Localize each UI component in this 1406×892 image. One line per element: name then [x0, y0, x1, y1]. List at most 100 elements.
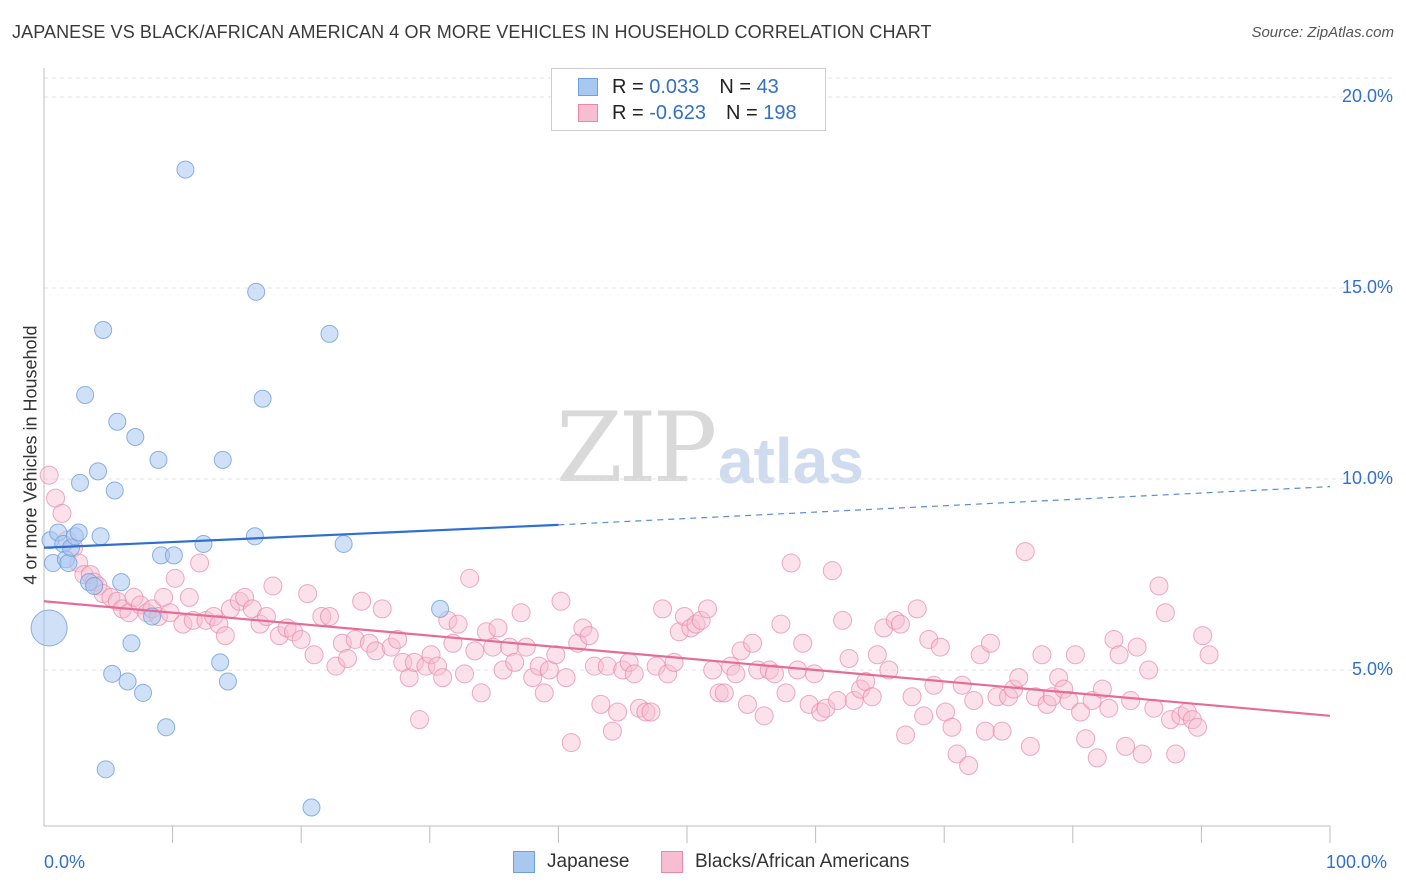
point-black	[460, 568, 480, 588]
point-black	[1116, 736, 1136, 756]
point-black	[822, 561, 842, 581]
point-black	[39, 465, 59, 485]
point-black	[844, 691, 864, 711]
point-black	[691, 610, 711, 630]
legend-n-value: 43	[756, 75, 779, 98]
point-black	[816, 698, 836, 718]
point-japanese	[245, 527, 264, 546]
point-black	[914, 706, 934, 726]
point-black	[754, 706, 774, 726]
point-black	[471, 683, 491, 703]
legend-swatch-black	[661, 851, 683, 873]
series-legend: Japanese Blacks/African Americans	[0, 851, 1406, 879]
y-axis-title: 4 or more Vehicles in Household	[20, 325, 41, 585]
point-black	[1149, 576, 1169, 596]
point-black	[653, 599, 673, 619]
point-japanese	[218, 672, 237, 691]
point-japanese	[112, 573, 131, 592]
point-black	[839, 649, 859, 669]
legend-r-value: -0.623	[649, 101, 706, 124]
point-black	[942, 717, 962, 737]
point-black	[669, 622, 689, 642]
point-japanese	[431, 599, 450, 618]
legend-label-black: Blacks/African Americans	[695, 851, 910, 872]
point-black	[263, 576, 283, 596]
point-black	[879, 660, 899, 680]
point-black	[505, 652, 525, 672]
point-japanese	[76, 385, 95, 404]
point-black	[641, 702, 661, 722]
point-japanese	[247, 282, 266, 301]
point-black	[1109, 645, 1129, 665]
point-black	[235, 587, 255, 607]
point-black	[703, 660, 723, 680]
legend-row-japanese: R = 0.033 N = 43	[578, 74, 779, 100]
point-black	[1087, 748, 1107, 768]
point-japanese	[118, 672, 137, 691]
point-black	[546, 645, 566, 665]
point-black	[556, 668, 576, 688]
point-black	[1026, 687, 1046, 707]
point-black	[1065, 645, 1085, 665]
point-black	[165, 568, 185, 588]
axes	[43, 68, 1331, 843]
point-black	[681, 618, 701, 638]
legend-label-japanese: Japanese	[547, 851, 630, 872]
point-black	[304, 645, 324, 665]
point-black	[862, 687, 882, 707]
legend-swatch-japanese	[578, 78, 598, 96]
point-japanese	[334, 534, 353, 553]
y-tick-label: 20.0%	[1341, 86, 1393, 106]
point-black	[190, 553, 210, 573]
point-japanese	[157, 718, 176, 737]
point-black	[179, 587, 199, 607]
point-black	[947, 744, 967, 764]
point-black	[1049, 668, 1069, 688]
point-black	[919, 629, 939, 649]
point-japanese	[59, 554, 78, 573]
point-japanese	[91, 527, 110, 546]
point-black	[987, 687, 1007, 707]
point-black	[624, 664, 644, 684]
point-black	[1193, 626, 1213, 646]
point-black	[698, 599, 718, 619]
point-black	[399, 668, 419, 688]
point-black	[658, 664, 678, 684]
point-black	[1104, 629, 1124, 649]
point-black	[433, 668, 453, 688]
point-black	[416, 656, 436, 676]
point-japanese	[89, 462, 108, 481]
watermark-atlas: atlas	[718, 425, 864, 497]
point-black	[980, 633, 1000, 653]
point-black	[256, 607, 276, 627]
point-black	[448, 614, 468, 634]
point-black	[975, 721, 995, 741]
point-black	[1166, 744, 1186, 764]
point-black	[404, 652, 424, 672]
point-black	[523, 668, 543, 688]
trend-line-japanese-extension	[558, 486, 1331, 526]
point-black	[319, 607, 339, 627]
point-black	[410, 710, 430, 730]
point-black	[793, 633, 813, 653]
point-black	[291, 629, 311, 649]
point-japanese	[320, 324, 339, 343]
point-japanese	[134, 683, 153, 702]
point-black	[952, 675, 972, 695]
point-black	[608, 702, 628, 722]
y-tick-label: 10.0%	[1341, 468, 1393, 488]
point-black	[811, 702, 831, 722]
point-black	[1009, 668, 1029, 688]
point-black	[737, 694, 757, 714]
point-black	[867, 645, 887, 665]
y-tick-label: 5.0%	[1351, 659, 1393, 679]
point-black	[1092, 679, 1112, 699]
point-black	[1139, 660, 1159, 680]
trend-line-black	[43, 600, 1331, 717]
point-black	[52, 503, 72, 523]
watermark-zip: ZIP	[556, 392, 717, 504]
point-black	[902, 687, 922, 707]
point-black	[930, 637, 950, 657]
point-black	[124, 587, 144, 607]
point-japanese	[103, 664, 122, 683]
